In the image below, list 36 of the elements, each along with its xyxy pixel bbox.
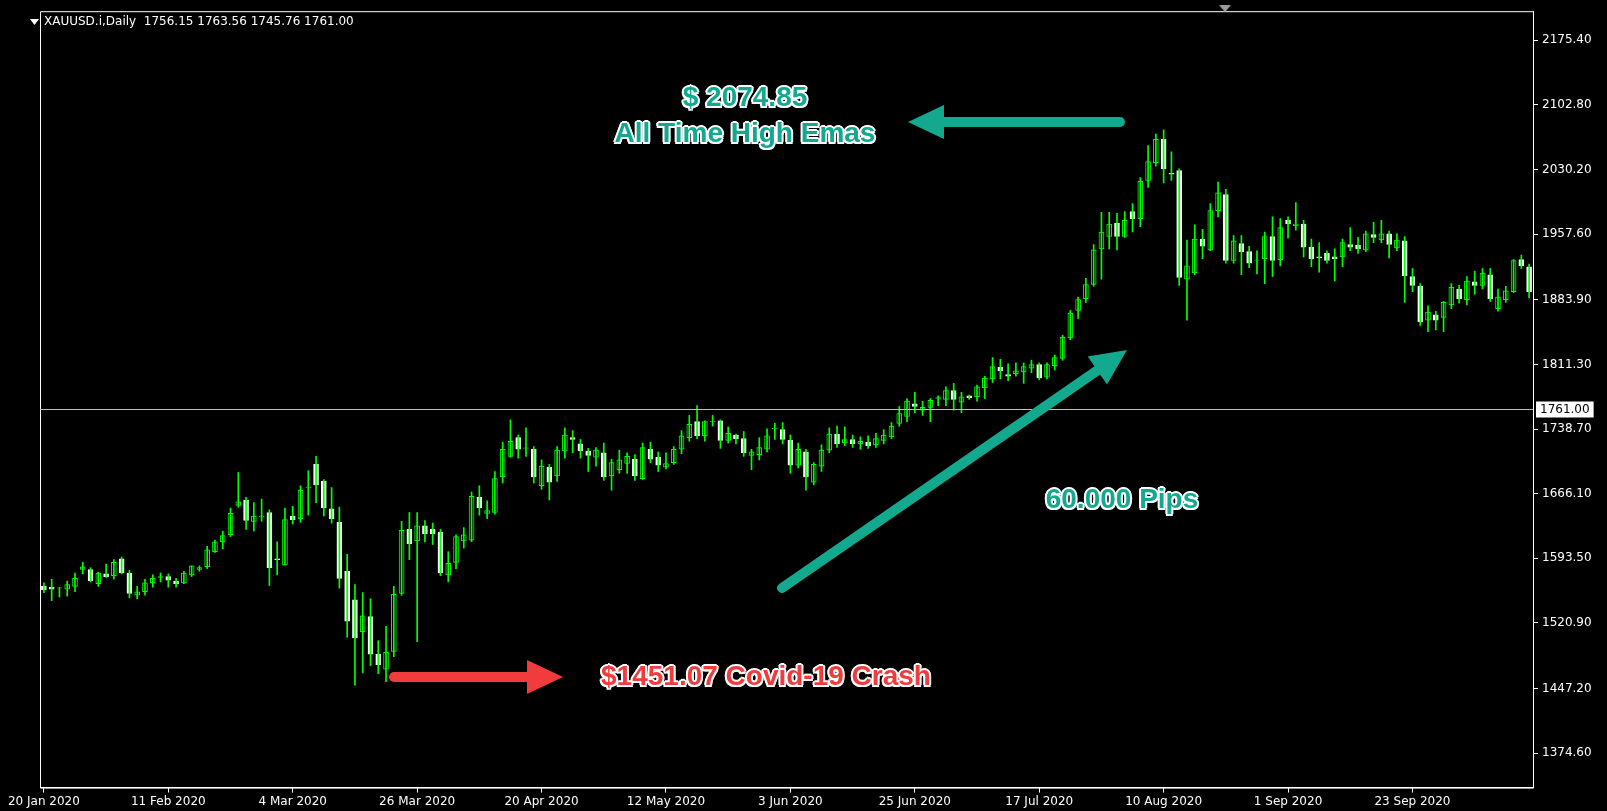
x-tick-label: 12 May 2020 (626, 793, 706, 808)
candlestick (1316, 242, 1322, 273)
y-tick-label: 1520.90 (1542, 615, 1592, 630)
x-tick-label: 20 Jan 2020 (7, 793, 80, 808)
y-tick-label: 1957.60 (1542, 226, 1592, 241)
candlestick (274, 541, 280, 576)
y-tick-label: 1593.50 (1542, 550, 1592, 565)
y-tick-label: 1738.70 (1542, 421, 1592, 436)
x-tick-label: 25 Jun 2020 (878, 793, 951, 808)
ref-line-label: 1761.00 (1540, 401, 1590, 416)
x-tick-label: 3 Jun 2020 (758, 793, 823, 808)
x-tick-label: 20 Apr 2020 (504, 793, 579, 808)
y-tick-label: 2102.80 (1542, 96, 1592, 111)
candlestick (1005, 363, 1011, 382)
x-tick-label: 1 Sep 2020 (1253, 793, 1323, 808)
annotation: $ 2074.85 (682, 81, 808, 113)
candlestick (966, 394, 973, 400)
y-tick-label: 2175.40 (1542, 32, 1592, 47)
y-tick-label: 2030.20 (1542, 161, 1592, 176)
chart-title: XAUUSD.i,Daily 1756.15 1763.56 1745.76 1761.00 (44, 14, 354, 28)
x-tick-label: 17 Jul 2020 (1005, 793, 1074, 808)
annotation: All Time High Emas (614, 117, 876, 149)
x-tick-label: 26 Mar 2020 (379, 793, 456, 808)
y-tick-label: 1811.30 (1542, 356, 1592, 371)
annotation: 60.000 Pips (1045, 483, 1199, 515)
y-tick-label: 1374.60 (1542, 745, 1592, 760)
annotation: $1451.07 Covid-19 Crash (601, 660, 931, 692)
x-tick-label: 10 Aug 2020 (1125, 793, 1203, 808)
x-tick-label: 11 Feb 2020 (130, 793, 206, 808)
candlestick (305, 470, 312, 516)
candlestick (772, 423, 778, 440)
y-tick-label: 1447.20 (1542, 680, 1592, 695)
y-tick-label: 1666.10 (1542, 485, 1592, 500)
y-tick-label: 1883.90 (1542, 291, 1592, 306)
x-tick-label: 4 Mar 2020 (258, 793, 327, 808)
x-tick-label: 23 Sep 2020 (1374, 793, 1451, 808)
